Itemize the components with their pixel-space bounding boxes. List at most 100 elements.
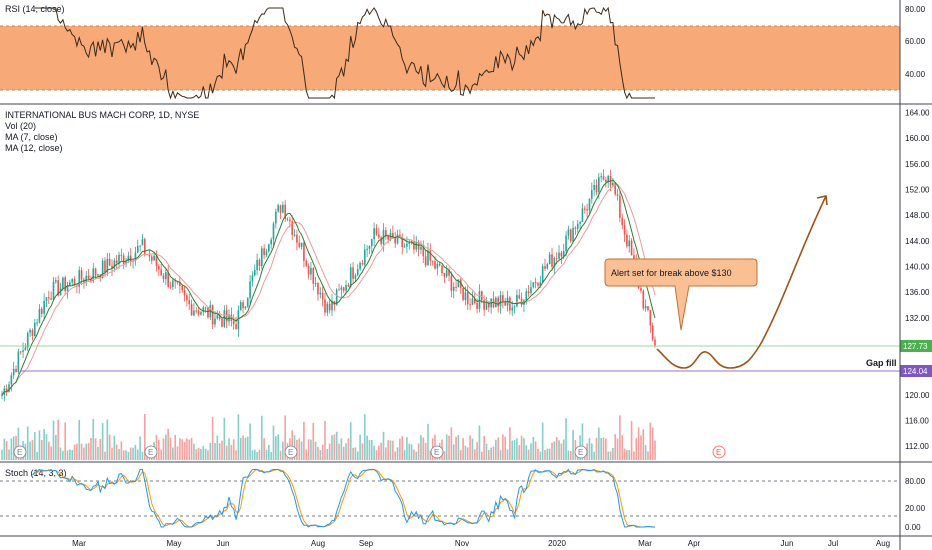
volume-bar: [378, 445, 380, 460]
candle-body: [595, 185, 598, 193]
ma12-label: MA (12, close): [5, 143, 63, 153]
candle-body: [614, 182, 617, 195]
candle-body: [78, 270, 81, 287]
stoch-tick-0: 0.00: [905, 523, 921, 532]
candle-body: [473, 298, 476, 303]
volume-bar: [179, 438, 181, 460]
volume-bar: [562, 439, 565, 460]
candle-body: [115, 260, 118, 263]
earnings-marker[interactable]: E: [144, 445, 158, 459]
candle-body: [169, 286, 172, 288]
volume-bar: [502, 434, 504, 460]
stoch-pane[interactable]: Stoch (14, 3, 3) 80.00 20.00 0.00: [0, 468, 926, 532]
volume-bar: [399, 438, 401, 460]
earnings-marker[interactable]: E: [574, 445, 588, 459]
volume-bar: [319, 450, 322, 460]
volume-bar: [223, 417, 226, 460]
candle-body: [64, 277, 67, 292]
candle-body: [57, 280, 59, 296]
candle-body: [488, 303, 490, 308]
earnings-marker-circle: [284, 445, 298, 459]
volume-bar: [47, 441, 50, 460]
volume-bar: [375, 450, 378, 460]
volume-bar: [216, 435, 219, 460]
volume-bar: [614, 434, 617, 460]
candle-body: [513, 306, 516, 308]
candle-body: [649, 309, 652, 326]
candle-body: [347, 285, 350, 287]
volume-bar: [90, 437, 92, 460]
volume-bar: [417, 443, 420, 460]
candle-body: [141, 239, 144, 246]
earnings-marker[interactable]: E: [712, 445, 726, 459]
volume-bar: [422, 437, 425, 460]
rsi-label: RSI (14, close): [5, 4, 65, 14]
time-axis[interactable]: Mar May Jun Aug Sep Nov 2020 Mar Apr Jun Jul Aug: [72, 539, 890, 548]
earnings-marker[interactable]: E: [13, 445, 27, 459]
volume-bar: [300, 441, 303, 460]
candle-body: [10, 375, 13, 385]
earnings-marker[interactable]: E: [430, 445, 444, 459]
candle-body: [483, 300, 485, 310]
candle-body: [134, 252, 137, 261]
candle-body: [436, 263, 439, 269]
rsi-pane[interactable]: RSI (14, close) 80.00 60.00 40.00: [0, 4, 926, 100]
symbol-title: INTERNATIONAL BUS MACH CORP, 1D, NYSE: [5, 110, 199, 120]
volume-bar: [50, 446, 52, 460]
volume-bar: [312, 422, 315, 460]
candle-body: [111, 265, 113, 269]
earnings-marker[interactable]: E: [284, 445, 298, 459]
candle-body: [340, 287, 343, 290]
candle-body: [101, 260, 104, 279]
candle-body: [136, 246, 139, 253]
volume-bar: [394, 451, 397, 460]
candle-body: [396, 234, 399, 244]
candle-body: [621, 217, 624, 226]
volume-bar: [349, 422, 352, 460]
stoch-tick-20: 20.00: [905, 504, 926, 513]
candle-body: [480, 291, 483, 301]
volume-bar: [214, 442, 216, 460]
volume-bar: [490, 447, 492, 460]
volume-bar: [31, 440, 34, 460]
candle-body: [394, 238, 397, 244]
candle-body: [392, 232, 394, 239]
volume-bar: [464, 445, 467, 460]
last-price-badge: [900, 340, 932, 352]
candle-body: [50, 298, 52, 300]
volume-bar: [162, 438, 165, 460]
volume-bar: [71, 449, 74, 460]
volume-bar: [385, 447, 387, 460]
candle-body: [225, 310, 228, 322]
candle-body: [80, 270, 83, 280]
candle-body: [244, 306, 247, 309]
candle-body: [242, 302, 244, 309]
candlesticks: [1, 169, 656, 402]
volume-bar: [122, 450, 125, 460]
volume-bar: [347, 438, 350, 460]
candle-body: [155, 255, 158, 267]
projected-path-drawing[interactable]: [656, 195, 827, 369]
candle-body: [321, 292, 324, 300]
candle-body: [373, 228, 375, 240]
candle-body: [616, 194, 619, 196]
candle-body: [104, 260, 106, 273]
alert-callout[interactable]: [604, 258, 758, 331]
volume-bar: [623, 448, 626, 460]
volume-bar: [12, 436, 15, 460]
candle-body: [628, 240, 631, 247]
candle-body: [605, 179, 607, 183]
volume-bar: [560, 443, 563, 460]
volume-bar: [167, 428, 169, 460]
volume-bar: [338, 443, 340, 460]
candle-body: [368, 246, 371, 249]
price-pane[interactable]: INTERNATIONAL BUS MACH CORP, 1D, NYSE Vo…: [0, 108, 932, 460]
candle-body: [275, 211, 277, 224]
volume-bar: [242, 435, 244, 460]
volume-bar: [267, 444, 270, 460]
volume-bar: [644, 445, 647, 460]
candle-body: [127, 255, 130, 262]
candle-body: [562, 251, 565, 257]
